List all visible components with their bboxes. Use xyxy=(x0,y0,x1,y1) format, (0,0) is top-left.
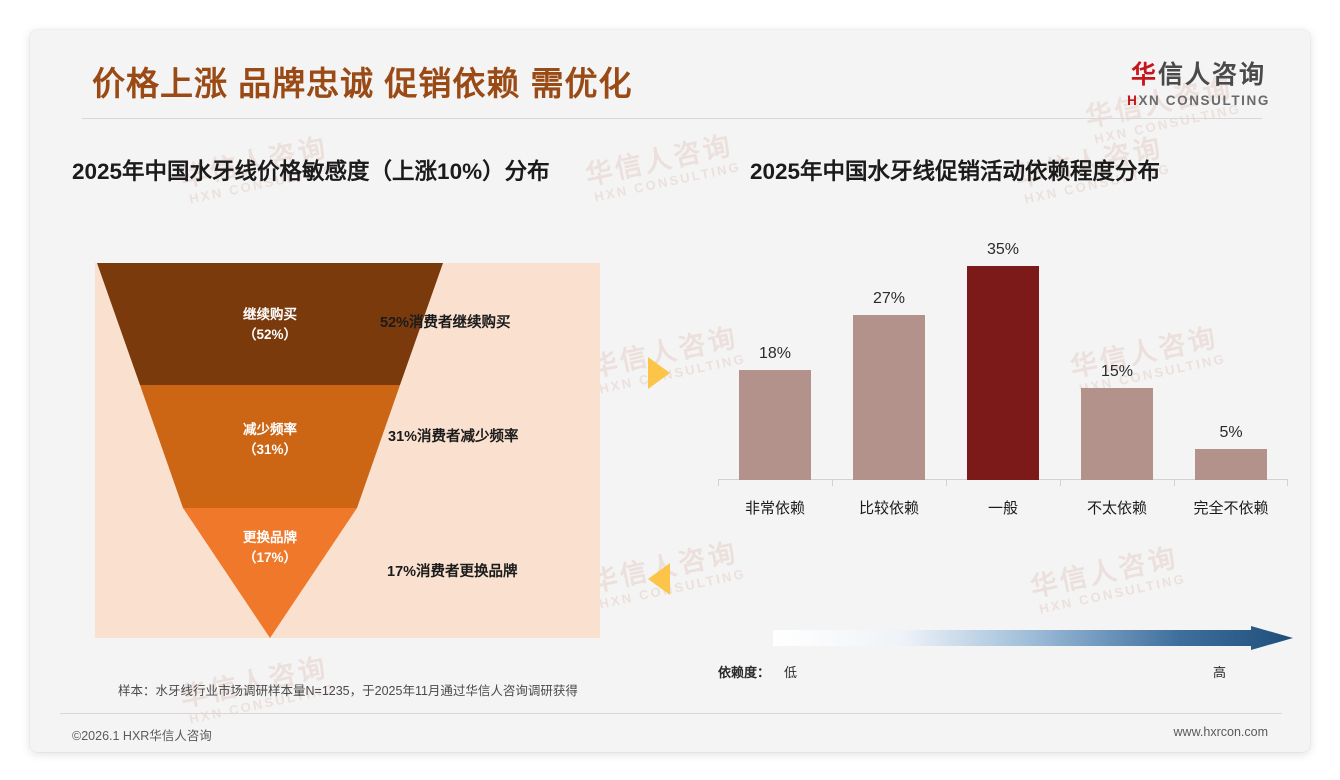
copyright-text: ©2026.1 HXR华信人咨询 xyxy=(72,729,212,743)
bar-value-label: 35% xyxy=(986,241,1020,258)
brand-logo: 华信人咨询 HXN CONSULTING xyxy=(1127,55,1270,108)
legend-title: 依赖度： xyxy=(718,665,771,680)
funnel-segment-1[interactable] xyxy=(97,263,443,385)
bar-rect-highlighted[interactable] xyxy=(967,266,1039,480)
page-title: 价格上涨 品牌忠诚 促销依赖 需优化 xyxy=(92,65,633,102)
axis-tick xyxy=(946,480,947,486)
bar-value-label: 27% xyxy=(872,290,906,307)
slide-header: 价格上涨 品牌忠诚 促销依赖 需优化 华信人咨询 HXN CONSULTING xyxy=(30,30,1310,122)
axis-tick xyxy=(832,480,833,486)
axis-tick xyxy=(1060,480,1061,486)
logo-cn-first-char: 华 xyxy=(1131,61,1159,89)
logo-en-first-char: H xyxy=(1127,93,1139,108)
funnel-segment-2[interactable] xyxy=(140,385,400,508)
bar-chart-title: 2025年中国水牙线促销活动依赖程度分布 xyxy=(750,159,1161,184)
bar-column[interactable]: 35% xyxy=(946,241,1060,480)
axis-tick xyxy=(1287,480,1288,486)
funnel-chart-panel: 2025年中国水牙线价格敏感度（上涨10%）分布 继续购买 （52%） 减少频率… xyxy=(30,126,670,706)
bar-category-label: 比较依赖 xyxy=(858,500,919,517)
funnel-segment-3[interactable] xyxy=(183,508,357,638)
funnel-annotation-1: 52%消费者继续购买 xyxy=(380,315,511,331)
bar-value-label: 5% xyxy=(1219,424,1243,441)
bar-rect[interactable] xyxy=(739,370,811,480)
bar-category-label: 一般 xyxy=(987,500,1018,517)
funnel-shapes xyxy=(97,263,443,638)
bar-category-label: 非常依赖 xyxy=(744,500,805,517)
funnel-annotation-3: 17%消费者更换品牌 xyxy=(387,564,518,580)
axis-tick xyxy=(718,480,719,486)
bar-category-label: 不太依赖 xyxy=(1086,500,1147,517)
bar-category-label: 完全不依赖 xyxy=(1193,500,1269,517)
bar-rect[interactable] xyxy=(853,315,925,480)
bar-chart-panel: 2025年中国水牙线促销活动依赖程度分布 18% 27% 35% 15% xyxy=(670,126,1310,706)
axis-tick xyxy=(1174,480,1175,486)
gradient-arrow-icon xyxy=(773,626,1293,650)
dependency-gradient-legend: 依赖度： 低 高 xyxy=(718,626,1293,696)
logo-cn-rest: 信人咨询 xyxy=(1158,61,1267,89)
bar-rect[interactable] xyxy=(1081,388,1153,480)
triangle-right-icon xyxy=(648,357,670,389)
header-divider xyxy=(82,118,1262,119)
logo-chinese-text: 华信人咨询 xyxy=(1127,55,1270,91)
legend-high-label: 高 xyxy=(1213,665,1227,680)
bar-chart: 18% 27% 35% 15% 5% 非常依赖 比较依赖 一般 不太依 xyxy=(718,231,1288,576)
bar-column[interactable]: 5% xyxy=(1174,424,1288,480)
footer-divider xyxy=(60,713,1282,714)
funnel-annotation-2: 31%消费者减少频率 xyxy=(388,429,519,445)
bar-column[interactable]: 18% xyxy=(718,345,832,480)
bar-rect[interactable] xyxy=(1195,449,1267,480)
bar-value-label: 18% xyxy=(758,345,792,362)
slide-card: 华信人咨询 HXN CONSULTING 华信人咨询 HXN CONSULTIN… xyxy=(30,30,1310,752)
funnel-chart: 继续购买 （52%） 减少频率 （31%） 更换品牌 （17%） 52%消费者继… xyxy=(95,263,600,638)
legend-low-label: 低 xyxy=(784,665,798,680)
funnel-chart-title: 2025年中国水牙线价格敏感度（上涨10%）分布 xyxy=(72,159,550,184)
source-footnote: 样本：水牙线行业市场调研样本量N=1235，于2025年11月通过华信人咨询调研… xyxy=(118,684,578,698)
triangle-left-icon xyxy=(648,563,670,595)
bar-column[interactable]: 27% xyxy=(832,290,946,480)
bar-column[interactable]: 15% xyxy=(1060,363,1174,480)
bar-value-label: 15% xyxy=(1100,363,1134,380)
logo-english-text: HXN CONSULTING xyxy=(1127,93,1270,108)
website-url[interactable]: www.hxrcon.com xyxy=(1173,725,1268,739)
logo-en-rest: XN CONSULTING xyxy=(1138,93,1270,108)
